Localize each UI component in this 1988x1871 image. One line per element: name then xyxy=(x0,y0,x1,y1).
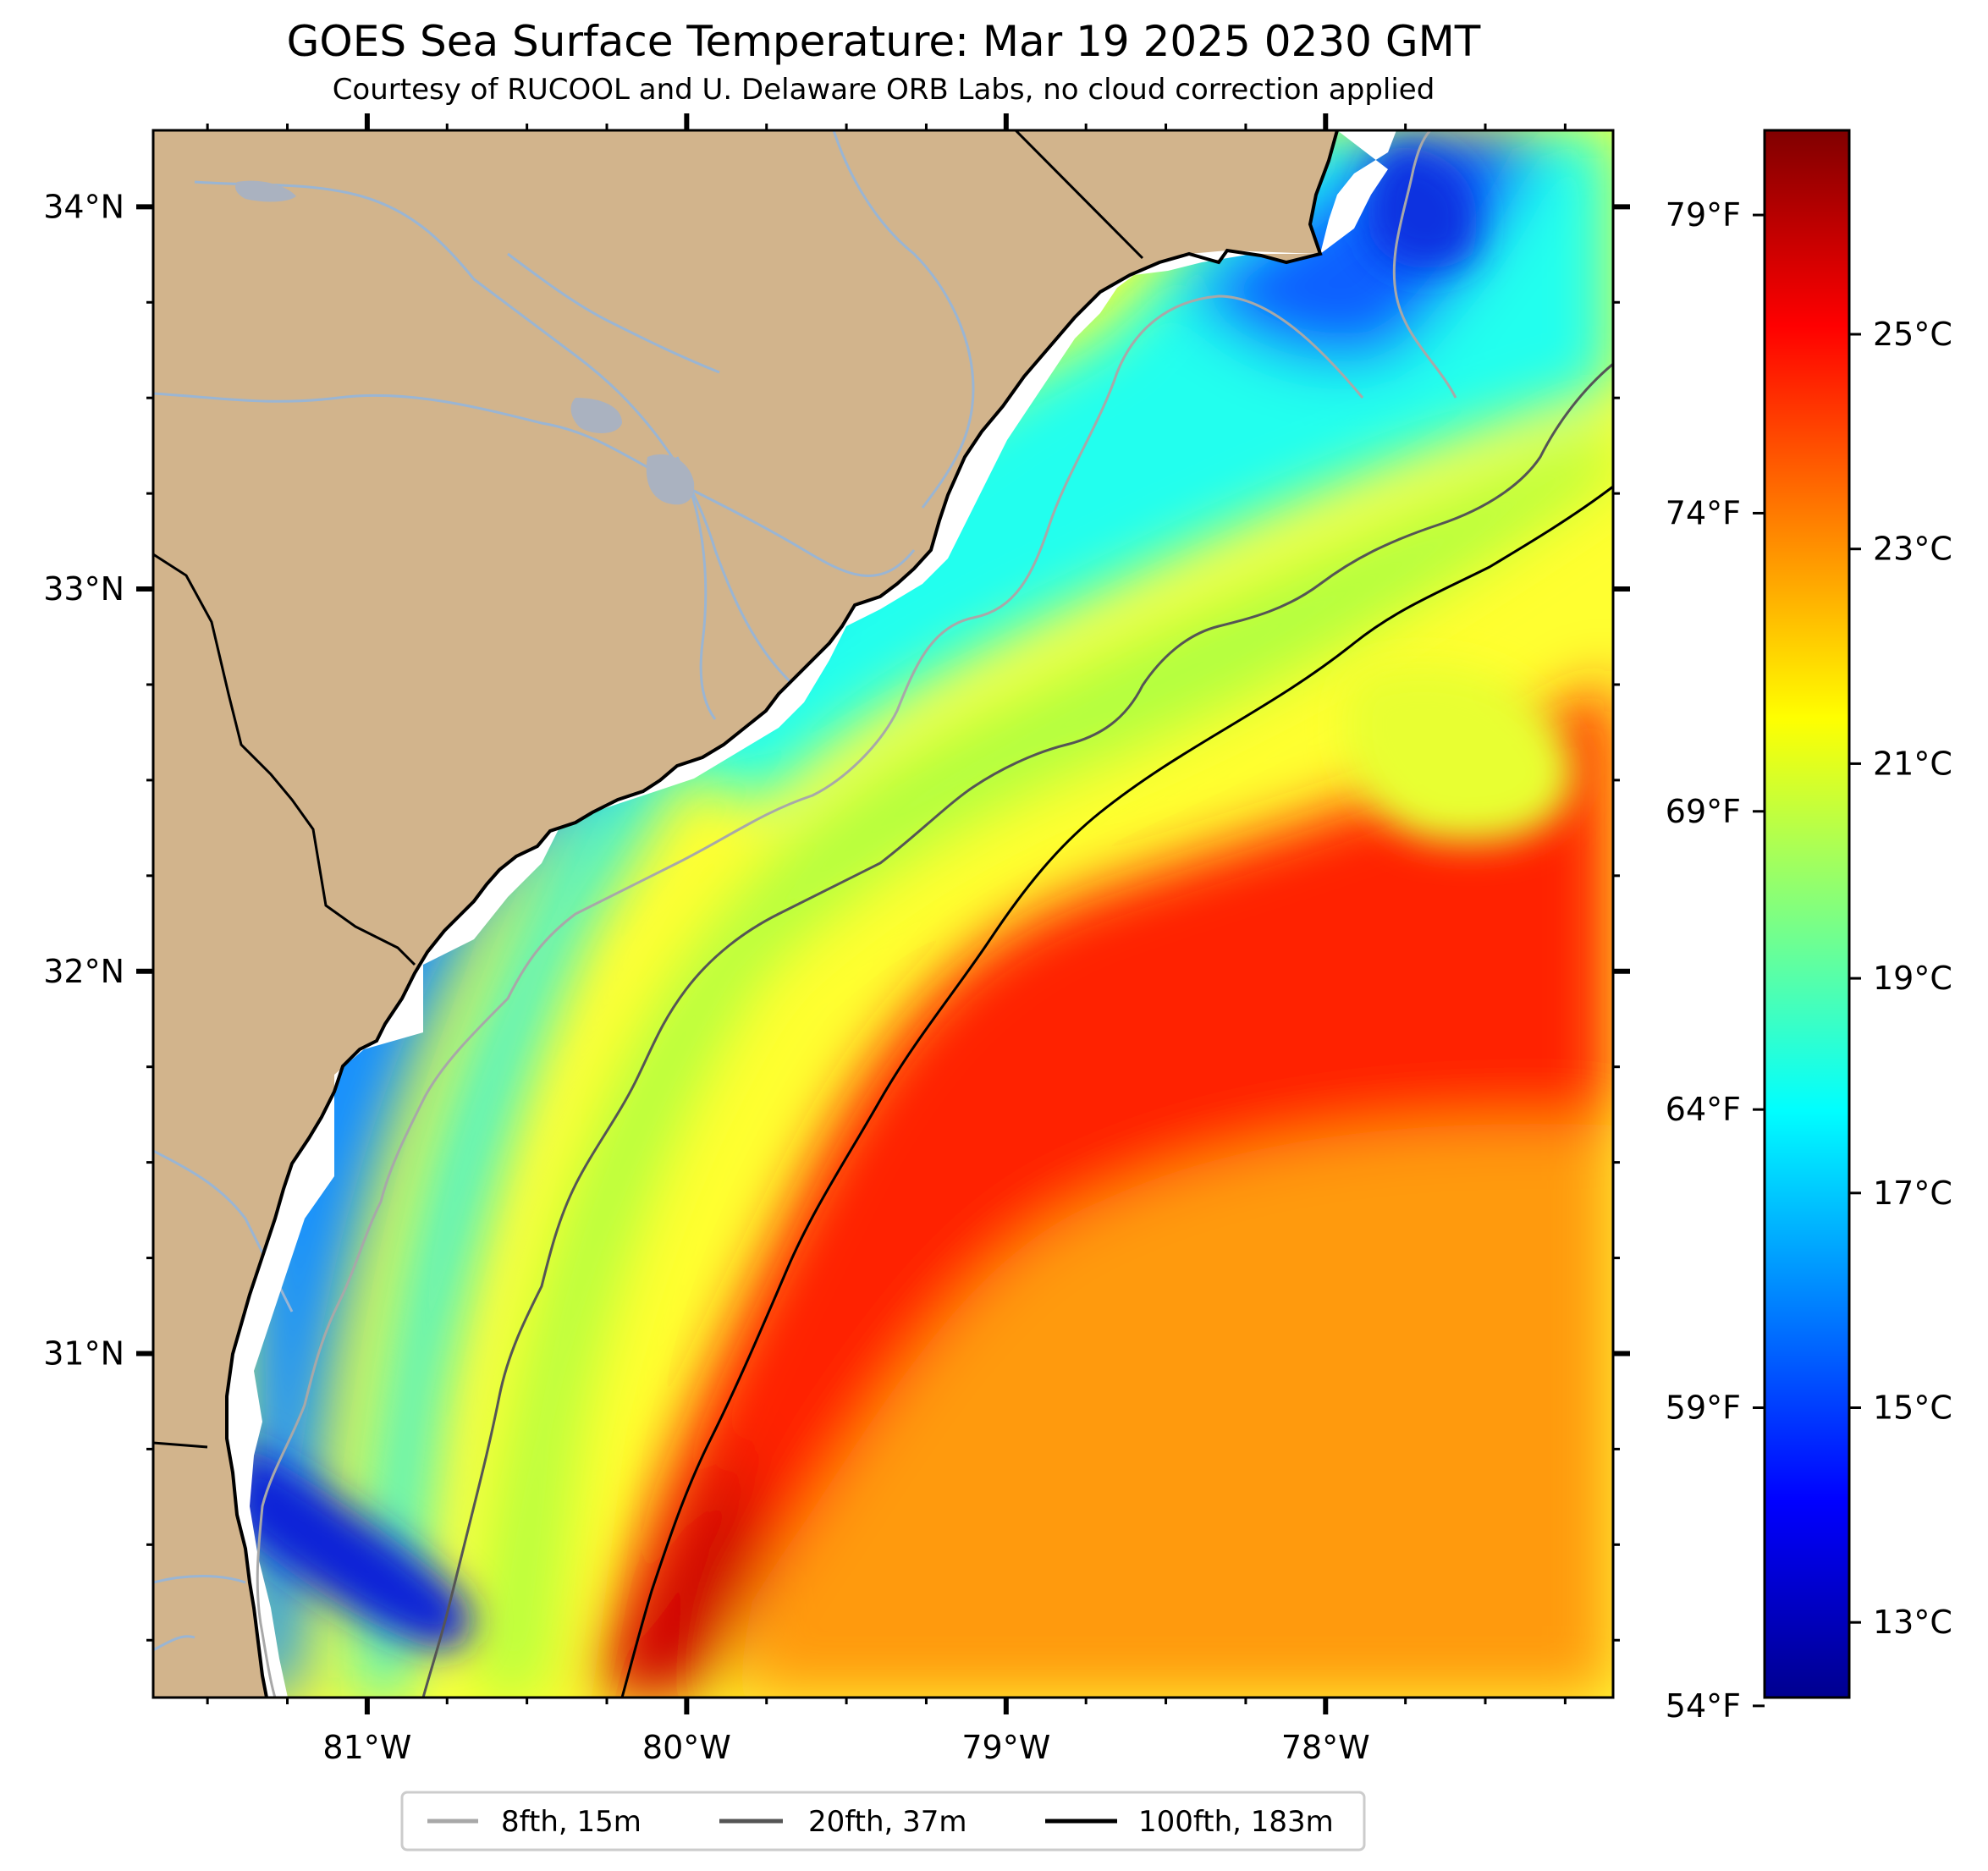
legend-label-20fth: 20fth, 37m xyxy=(808,1805,967,1839)
colorbar-label-celsius: 17°C xyxy=(1873,1175,1952,1212)
lat-tick-label: 33°N xyxy=(43,570,124,608)
sst-region-mid-shelf xyxy=(355,271,1143,1698)
lat-tick-label: 34°N xyxy=(43,188,124,225)
sst-region-cold-patch xyxy=(229,1439,472,1650)
colorbar-label-celsius: 21°C xyxy=(1873,745,1952,782)
river-pee-dee xyxy=(194,180,805,696)
colorbar-label-fahrenheit: 59°F xyxy=(1666,1389,1741,1427)
axis-ticks xyxy=(136,113,1630,1714)
colorbar-ticks: 25°C 23°C 21°C 19°C 17°C 15°C 13°C 79°F 74°F 69°F… xyxy=(1666,196,1952,1725)
colorbar-label-celsius: 25°C xyxy=(1873,316,1952,353)
colorbar-label-fahrenheit: 74°F xyxy=(1666,494,1741,531)
river-santee xyxy=(153,392,916,577)
lon-tick-label: 78°W xyxy=(1281,1729,1370,1766)
colorbar-label-celsius: 19°C xyxy=(1873,960,1952,997)
colorbar-label-celsius: 15°C xyxy=(1873,1389,1952,1427)
land xyxy=(153,130,1337,1698)
legend-label-100fth: 100fth, 183m xyxy=(1138,1805,1334,1839)
map-frame xyxy=(151,129,1615,1699)
map-panel xyxy=(153,130,1613,1698)
legend-label-8fth: 8fth, 15m xyxy=(501,1805,642,1839)
border-nc-sc xyxy=(1014,130,1144,260)
rivers xyxy=(153,130,975,1652)
lake-moultrie xyxy=(570,398,622,433)
lat-tick-label: 31°N xyxy=(43,1334,124,1372)
lon-tick-label: 81°W xyxy=(322,1729,411,1766)
sst-region-north-cold xyxy=(1368,144,1478,269)
sst-region-outer-shelf xyxy=(474,423,1613,1698)
lake-murray xyxy=(235,180,296,202)
coastline xyxy=(225,130,1339,1698)
legend: 8fth, 15m 20fth, 37m 100fth, 183m xyxy=(400,1791,1366,1852)
sst-region-gulf-stream-core xyxy=(592,677,1613,1698)
isobath-8fth xyxy=(256,130,1457,1698)
sst-region-eddy-yellow xyxy=(1344,663,1575,843)
chart-subtitle: Courtesy of RUCOOL and U. Delaware ORB L… xyxy=(333,73,1435,107)
lat-tick-label: 32°N xyxy=(43,953,124,990)
lon-tick-label: 80°W xyxy=(642,1729,731,1766)
sst-region-gulf-stream-deep xyxy=(592,1439,762,1698)
river-satilla xyxy=(153,1635,195,1652)
chart-title: GOES Sea Surface Temperature: Mar 19 202… xyxy=(287,17,1481,66)
colorbar xyxy=(1763,129,1851,1699)
lake-marion xyxy=(646,454,695,505)
border-sc-ga xyxy=(153,553,416,966)
river-cooper xyxy=(675,456,717,720)
colorbar-label-celsius: 13°C xyxy=(1873,1604,1952,1641)
isobath-100fth xyxy=(620,485,1613,1698)
river-lumber xyxy=(507,252,720,374)
lon-tick-label: 79°W xyxy=(961,1729,1050,1766)
colorbar-label-fahrenheit: 64°F xyxy=(1666,1091,1741,1128)
river-altamaha xyxy=(153,1575,246,1584)
legend-box xyxy=(400,1791,1366,1852)
colorbar-label-fahrenheit: 79°F xyxy=(1666,196,1741,234)
border-ga-fl xyxy=(153,1441,208,1449)
colorbar-label-celsius: 23°C xyxy=(1873,531,1952,568)
river-waccamaw xyxy=(832,130,975,509)
colorbar-label-fahrenheit: 69°F xyxy=(1666,793,1741,830)
state-borders xyxy=(153,130,1144,1449)
colorbar-label-fahrenheit: 54°F xyxy=(1666,1687,1741,1725)
axis-labels: 34°N 33°N 32°N 31°N 81°W 80°W 79°W 78°W xyxy=(43,188,1370,1766)
isobath-20fth xyxy=(421,362,1613,1698)
